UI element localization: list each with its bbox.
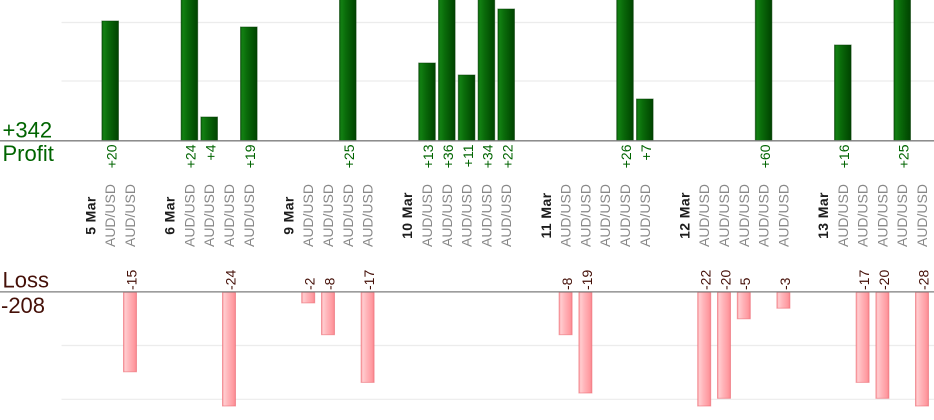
svg-text:+11: +11 [460,144,476,167]
svg-text:-17: -17 [856,270,872,290]
svg-text:AUD/USD: AUD/USD [498,184,514,247]
svg-text:AUD/USD: AUD/USD [835,184,851,247]
svg-text:-19: -19 [579,270,595,290]
svg-text:-3: -3 [777,277,793,290]
svg-text:AUD/USD: AUD/USD [201,184,217,247]
svg-text:AUD/USD: AUD/USD [914,184,930,247]
svg-text:+7: +7 [638,144,654,160]
svg-text:-208: -208 [1,293,45,318]
svg-text:AUD/USD: AUD/USD [696,184,712,247]
svg-text:Loss: Loss [3,268,49,293]
svg-text:-24: -24 [222,270,238,290]
svg-text:AUD/USD: AUD/USD [300,184,316,247]
svg-text:+25: +25 [895,144,911,168]
svg-text:AUD/USD: AUD/USD [360,184,376,247]
svg-text:6 Mar: 6 Mar [162,196,178,235]
svg-text:AUD/USD: AUD/USD [756,184,772,247]
svg-text:AUD/USD: AUD/USD [320,184,336,247]
svg-text:AUD/USD: AUD/USD [340,184,356,247]
svg-text:+34: +34 [480,144,496,168]
svg-text:-22: -22 [698,270,714,290]
svg-text:+342: +342 [3,118,53,143]
svg-text:+24: +24 [183,144,199,168]
svg-text:AUD/USD: AUD/USD [241,184,257,247]
svg-text:-28: -28 [915,270,931,290]
svg-text:AUD/USD: AUD/USD [181,184,197,247]
svg-text:11 Mar: 11 Mar [538,192,554,238]
svg-text:AUD/USD: AUD/USD [855,184,871,247]
svg-text:AUD/USD: AUD/USD [775,184,791,247]
svg-text:+20: +20 [103,144,119,168]
svg-text:9 Mar: 9 Mar [280,196,296,235]
svg-text:+36: +36 [440,144,456,168]
svg-text:AUD/USD: AUD/USD [102,184,118,247]
svg-text:+13: +13 [420,144,436,168]
svg-text:AUD/USD: AUD/USD [558,184,574,247]
svg-text:-15: -15 [123,270,139,290]
svg-text:-5: -5 [737,277,753,290]
svg-text:AUD/USD: AUD/USD [122,184,138,247]
svg-text:+26: +26 [618,144,634,168]
svg-text:12 Mar: 12 Mar [676,192,692,239]
svg-text:AUD/USD: AUD/USD [439,184,455,247]
svg-text:-17: -17 [361,270,377,290]
svg-text:-8: -8 [321,277,337,290]
svg-text:13 Mar: 13 Mar [815,192,831,239]
svg-text:Profit: Profit [3,141,54,166]
svg-text:AUD/USD: AUD/USD [221,184,237,247]
svg-text:AUD/USD: AUD/USD [419,184,435,247]
svg-text:5 Mar: 5 Mar [82,196,98,235]
svg-text:+25: +25 [341,144,357,168]
svg-text:AUD/USD: AUD/USD [577,184,593,247]
svg-text:+4: +4 [202,144,218,160]
svg-text:-8: -8 [559,277,575,290]
svg-text:10 Mar: 10 Mar [399,192,415,239]
svg-text:AUD/USD: AUD/USD [716,184,732,247]
svg-text:AUD/USD: AUD/USD [597,184,613,247]
svg-text:-20: -20 [876,270,892,290]
svg-text:-20: -20 [717,270,733,290]
svg-text:AUD/USD: AUD/USD [617,184,633,247]
svg-text:AUD/USD: AUD/USD [478,184,494,247]
svg-text:AUD/USD: AUD/USD [874,184,890,247]
svg-text:AUD/USD: AUD/USD [459,184,475,247]
svg-text:AUD/USD: AUD/USD [637,184,653,247]
svg-text:+16: +16 [836,144,852,168]
svg-text:AUD/USD: AUD/USD [736,184,752,247]
svg-text:+60: +60 [757,144,773,168]
svg-text:AUD/USD: AUD/USD [894,184,910,247]
svg-text:+22: +22 [499,144,515,168]
svg-text:-2: -2 [302,277,318,290]
svg-text:+19: +19 [242,144,258,168]
